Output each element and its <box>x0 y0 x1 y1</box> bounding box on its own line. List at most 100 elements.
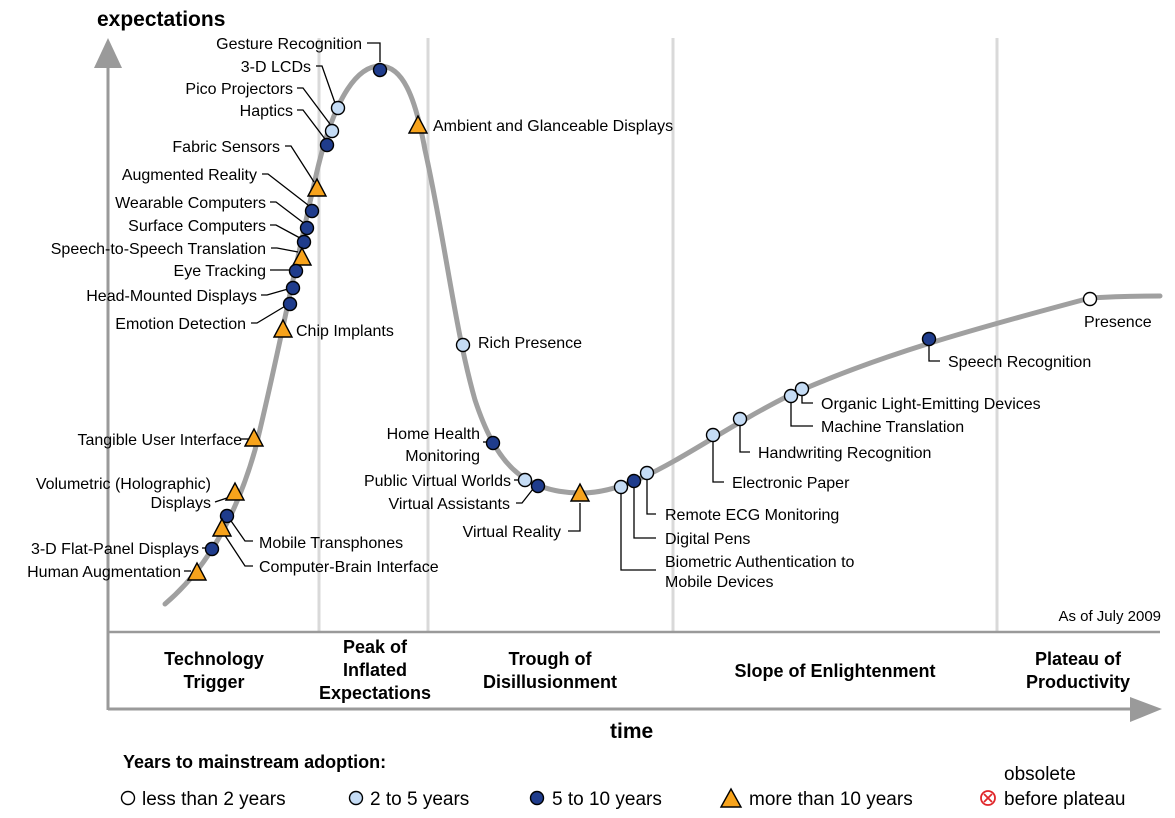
tech-label-speech-to-speech-translation: Speech-to-Speech Translation <box>51 241 266 258</box>
tech-marker-digital-pens <box>626 473 642 489</box>
tech-marker-remote-ecg-monitoring <box>639 465 655 481</box>
phase-technology-trigger-line2: Trigger <box>183 672 244 692</box>
legend-marker-more-than-10-years <box>719 787 743 808</box>
tech-marker-speech-recognition <box>921 331 937 347</box>
leader-pico-projectors <box>297 87 331 125</box>
legend-label-less-than-2-years: less than 2 years <box>142 789 286 810</box>
tech-marker-electronic-paper <box>705 427 721 443</box>
phase-technology-trigger-line1: Technology <box>164 649 264 669</box>
leader-speech-to-speech <box>271 247 299 253</box>
tech-label-public-virtual-worlds: Public Virtual Worlds <box>364 473 511 490</box>
leader-oled <box>801 395 813 404</box>
tech-label-biometric-line2: Mobile Devices <box>665 574 773 591</box>
tech-marker-speech-to-speech-translation <box>291 246 313 266</box>
legend-label-obsolete-line2: before plateau <box>1004 789 1126 810</box>
tech-label-pico-projectors: Pico Projectors <box>185 81 293 98</box>
technology-labels: Gesture Recognition 3-D LCDs Pico Projec… <box>27 36 1152 591</box>
legend-label-2-to-5-years: 2 to 5 years <box>370 789 469 810</box>
tech-label-home-health-line2: Monitoring <box>405 448 480 465</box>
tech-label-electronic-paper: Electronic Paper <box>732 475 850 492</box>
y-axis-arrow <box>94 38 122 68</box>
leader-emotion-detection <box>251 304 288 324</box>
tech-label-3d-flat-panel-displays: 3-D Flat-Panel Displays <box>31 541 199 558</box>
legend-marker-obsolete-icon <box>980 790 996 806</box>
tech-marker-gesture-recognition <box>372 62 388 78</box>
tech-marker-biometric-authentication <box>613 479 629 495</box>
phase-peak-line3: Expectations <box>319 683 431 703</box>
tech-marker-mobile-transphones <box>219 508 235 524</box>
leader-virtual-assistants <box>516 488 534 504</box>
tech-label-biometric-line1: Biometric Authentication to <box>665 554 855 571</box>
tech-label-eye-tracking: Eye Tracking <box>174 263 266 280</box>
tech-label-wearable-computers: Wearable Computers <box>115 195 266 212</box>
tech-label-3d-lcds: 3-D LCDs <box>241 59 311 76</box>
tech-label-fabric-sensors: Fabric Sensors <box>172 139 280 156</box>
leader-3d-lcds <box>316 65 336 104</box>
phase-slope: Slope of Enlightenment <box>735 661 936 681</box>
tech-label-volumetric-line2: Displays <box>151 495 211 512</box>
tech-label-augmented-reality: Augmented Reality <box>122 167 257 184</box>
tech-marker-emotion-detection <box>282 296 298 312</box>
tech-marker-fabric-sensors <box>306 177 328 197</box>
tech-label-emotion-detection: Emotion Detection <box>115 316 246 333</box>
leader-head-mounted <box>261 288 289 296</box>
tech-label-tangible-user-interface: Tangible User Interface <box>77 432 242 449</box>
tech-label-volumetric-line1: Volumetric (Holographic) <box>36 476 211 493</box>
leader-machine-translation <box>790 402 813 427</box>
legend-marker-less-than-2-years <box>120 790 136 806</box>
tech-marker-human-augmentation <box>186 561 208 581</box>
tech-marker-rich-presence <box>455 337 471 353</box>
leader-augmented-reality <box>262 173 309 206</box>
legend-label-obsolete-line1: obsolete <box>1004 764 1076 785</box>
tech-label-mobile-transphones: Mobile Transphones <box>259 535 403 552</box>
leader-wearable-computers <box>270 201 306 225</box>
leader-speech-recognition <box>928 345 940 362</box>
leader-virtual-reality <box>568 503 581 532</box>
legend-title: Years to mainstream adoption: <box>123 752 386 772</box>
leader-computer-brain <box>223 533 253 567</box>
leader-biometric <box>620 493 656 571</box>
x-axis-arrow <box>1130 697 1162 722</box>
tech-label-virtual-assistants: Virtual Assistants <box>388 496 510 513</box>
phase-plateau-line2: Productivity <box>1026 672 1130 692</box>
tech-label-ambient-displays: Ambient and Glanceable Displays <box>433 118 673 135</box>
y-axis-title: expectations <box>97 8 225 31</box>
phase-plateau-line1: Plateau of <box>1035 649 1122 669</box>
tech-label-chip-implants: Chip Implants <box>296 323 394 340</box>
tech-label-human-augmentation: Human Augmentation <box>27 564 181 581</box>
tech-marker-wearable-computers <box>299 220 315 236</box>
tech-marker-presence <box>1082 291 1098 307</box>
phase-trough-line2: Disillusionment <box>483 672 617 692</box>
x-axis-title: time <box>610 720 653 743</box>
phase-trough-line1: Trough of <box>509 649 593 669</box>
hype-curve <box>162 63 1163 607</box>
technology-markers <box>186 62 1098 581</box>
leader-electronic-paper <box>712 440 724 483</box>
tech-marker-augmented-reality <box>304 203 320 219</box>
leader-remote-ecg <box>646 479 656 515</box>
tech-label-computer-brain-interface: Computer-Brain Interface <box>259 559 439 576</box>
tech-marker-volumetric-holographic-displays <box>224 481 246 501</box>
tech-label-machine-translation: Machine Translation <box>821 419 964 436</box>
tech-marker-computer-brain-interface <box>211 517 233 537</box>
leader-fabric-sensors <box>285 145 315 183</box>
tech-label-speech-recognition: Speech Recognition <box>948 354 1091 371</box>
tech-label-presence: Presence <box>1084 314 1152 331</box>
tech-label-oled: Organic Light-Emitting Devices <box>821 396 1041 413</box>
tech-label-home-health-line1: Home Health <box>387 426 480 443</box>
leader-handwriting <box>739 425 750 453</box>
phase-dividers <box>317 38 999 632</box>
legend-marker-5-to-10-years <box>529 790 545 806</box>
leader-digital-pens <box>633 486 656 539</box>
tech-marker-chip-implants <box>272 318 294 338</box>
legend-marker-2-to-5-years <box>348 790 364 806</box>
tech-marker-head-mounted-displays <box>285 280 301 296</box>
phase-labels: Technology Trigger Peak of Inflated Expe… <box>164 637 1130 703</box>
tech-label-rich-presence: Rich Presence <box>478 335 582 352</box>
axes <box>94 38 1162 722</box>
tech-marker-surface-computers <box>296 234 312 250</box>
tech-marker-eye-tracking <box>288 263 304 279</box>
tech-marker-organic-light-emitting-devices <box>794 381 810 397</box>
tech-label-digital-pens: Digital Pens <box>665 531 750 548</box>
